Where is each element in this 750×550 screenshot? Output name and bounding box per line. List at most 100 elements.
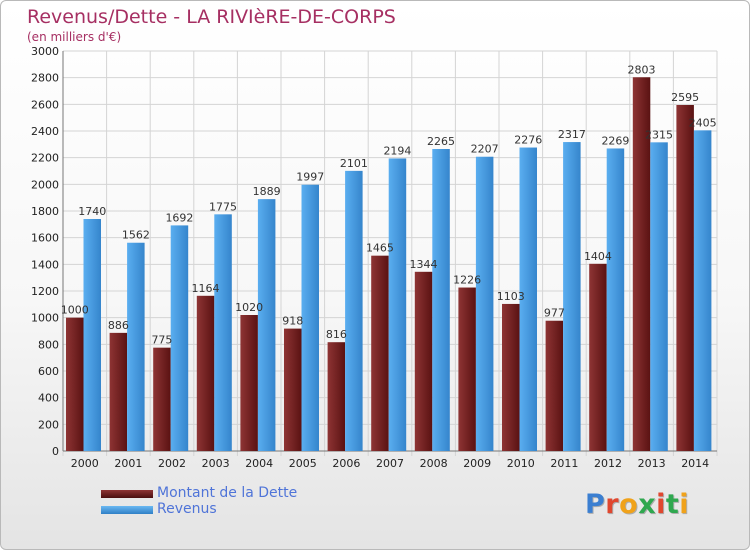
bar-dette	[66, 317, 84, 451]
data-label-revenus: 2265	[427, 135, 455, 148]
y-tick-label: 2000	[31, 178, 59, 191]
data-label-revenus: 2207	[471, 143, 499, 156]
bar-dette	[502, 303, 520, 451]
y-tick-label: 1400	[31, 258, 59, 271]
bar-revenus	[345, 170, 363, 451]
y-tick-label: 800	[38, 338, 59, 351]
x-tick-label: 2004	[245, 457, 273, 470]
data-label-dette: 2803	[628, 63, 656, 76]
x-tick-label: 2009	[463, 457, 491, 470]
bar-dette	[196, 295, 215, 451]
bar-dette	[632, 77, 651, 452]
data-label-revenus: 1775	[209, 200, 237, 213]
y-tick-label: 2600	[31, 98, 59, 111]
logo-letter: x	[638, 489, 657, 520]
x-tick-label: 2003	[202, 457, 230, 470]
data-label-revenus: 1997	[296, 171, 324, 184]
data-label-revenus: 1889	[253, 185, 281, 198]
bar-dette	[589, 263, 607, 451]
data-label-revenus: 2315	[645, 128, 673, 141]
logo-letter: r	[605, 489, 620, 520]
bar-dette	[414, 271, 433, 451]
logo-letter: i	[679, 489, 690, 520]
bar-dette	[545, 320, 564, 451]
data-label-dette: 1020	[235, 301, 263, 314]
bar-revenus	[127, 242, 145, 451]
data-label-dette: 775	[151, 334, 172, 347]
bar-revenus	[563, 142, 581, 452]
logo-letter: P	[585, 489, 606, 520]
bar-revenus	[693, 130, 712, 452]
data-label-revenus: 2194	[383, 144, 411, 157]
y-tick-label: 1200	[31, 285, 59, 298]
y-tick-label: 1600	[31, 232, 59, 245]
y-tick-label: 1000	[31, 312, 59, 325]
chart-title: Revenus/Dette - LA RIVIèRE-DE-CORPS	[27, 6, 396, 28]
data-label-dette: 1164	[192, 282, 220, 295]
y-tick-label: 3000	[31, 45, 59, 58]
x-tick-label: 2008	[420, 457, 448, 470]
axes: 0200400600800100012001400160018002000220…	[31, 45, 717, 470]
x-tick-label: 2011	[550, 457, 578, 470]
x-tick-label: 2007	[376, 457, 404, 470]
bar-dette	[327, 342, 346, 451]
data-label-dette: 977	[544, 307, 565, 320]
bar-revenus	[519, 147, 537, 452]
bar-revenus	[432, 149, 450, 451]
proxiti-logo: Proxiti	[585, 489, 689, 520]
legend-swatch-revenus	[101, 506, 153, 514]
bar-dette	[240, 315, 258, 451]
x-tick-label: 2012	[594, 457, 622, 470]
bar-revenus	[650, 142, 668, 452]
data-label-revenus: 1740	[78, 205, 106, 218]
bar-dette	[371, 255, 389, 451]
legend-label-revenus: Revenus	[157, 501, 217, 517]
bar-revenus	[475, 156, 494, 451]
y-tick-label: 2200	[31, 152, 59, 165]
data-label-revenus: 1692	[165, 211, 193, 224]
data-label-dette: 886	[108, 319, 129, 332]
data-labels: 1000 1740 886 1562 775 1692 1164 1775 1020 1889 91…	[61, 63, 717, 346]
y-tick-label: 600	[38, 365, 59, 378]
bar-revenus	[83, 219, 101, 451]
data-label-dette: 1226	[453, 274, 481, 287]
data-label-dette: 918	[282, 315, 303, 328]
logo-letter: i	[656, 489, 666, 520]
data-label-revenus: 1562	[122, 229, 150, 242]
x-tick-label: 2006	[332, 457, 360, 470]
y-tick-label: 200	[38, 418, 59, 431]
x-tick-label: 2001	[114, 457, 142, 470]
bar-dette	[284, 328, 302, 451]
data-label-dette: 1404	[584, 250, 612, 263]
data-label-dette: 1344	[410, 258, 438, 271]
y-tick-label: 0	[52, 445, 59, 458]
y-tick-label: 1800	[31, 205, 59, 218]
data-label-revenus: 2317	[558, 128, 586, 141]
legend-swatch-dette	[101, 490, 153, 498]
bar-revenus	[606, 148, 625, 451]
x-tick-label: 2013	[638, 457, 666, 470]
logo-letter: o	[619, 489, 639, 520]
data-label-dette: 1465	[366, 242, 394, 255]
x-tick-label: 2005	[289, 457, 317, 470]
data-label-dette: 816	[326, 328, 347, 341]
y-tick-label: 2800	[31, 72, 59, 85]
x-tick-label: 2014	[681, 457, 709, 470]
data-label-dette: 1103	[497, 290, 525, 303]
bars	[66, 77, 712, 452]
bar-revenus	[257, 199, 276, 451]
data-label-dette: 1000	[61, 304, 89, 317]
bar-dette	[676, 105, 694, 451]
x-tick-label: 2000	[71, 457, 99, 470]
bar-dette	[153, 347, 171, 451]
bar-revenus	[214, 214, 232, 451]
logo-letter: t	[665, 489, 680, 520]
y-tick-label: 2400	[31, 125, 59, 138]
bar-dette	[458, 287, 476, 451]
x-tick-label: 2002	[158, 457, 186, 470]
legend-label-dette: Montant de la Dette	[157, 485, 298, 501]
bar-revenus	[170, 225, 189, 451]
data-label-revenus: 2101	[340, 157, 368, 170]
